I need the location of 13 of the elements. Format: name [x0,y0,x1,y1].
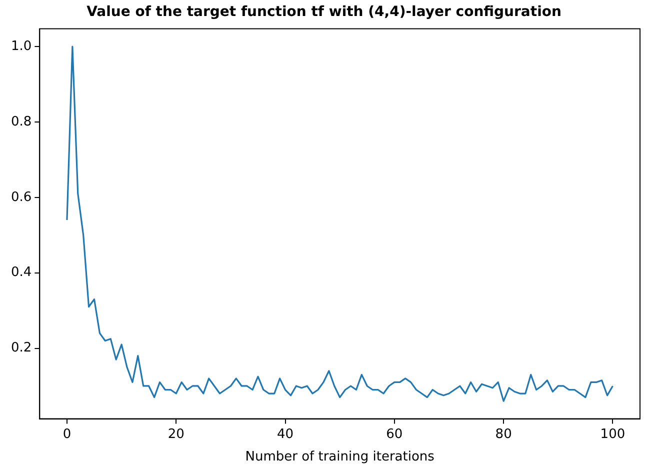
y-tick-label: 0.6 [10,190,32,205]
x-tick-label: 20 [168,426,184,442]
y-tick-label: 0.4 [10,265,32,280]
y-tick-label: 0.2 [10,340,32,356]
x-tick-label: 0 [62,426,72,442]
chart-title: Value of the target function tf with (4,4)-layer configuration [86,4,562,20]
x-tick-label: 100 [600,426,626,442]
x-axis-title: Number of training iterations [245,450,435,465]
x-tick-label: 40 [276,426,294,442]
x-tick-label: 60 [386,426,403,442]
y-tick-label: 0.8 [10,114,32,130]
y-tick-label: 1.0 [10,38,32,54]
x-tick-label: 80 [495,426,512,442]
